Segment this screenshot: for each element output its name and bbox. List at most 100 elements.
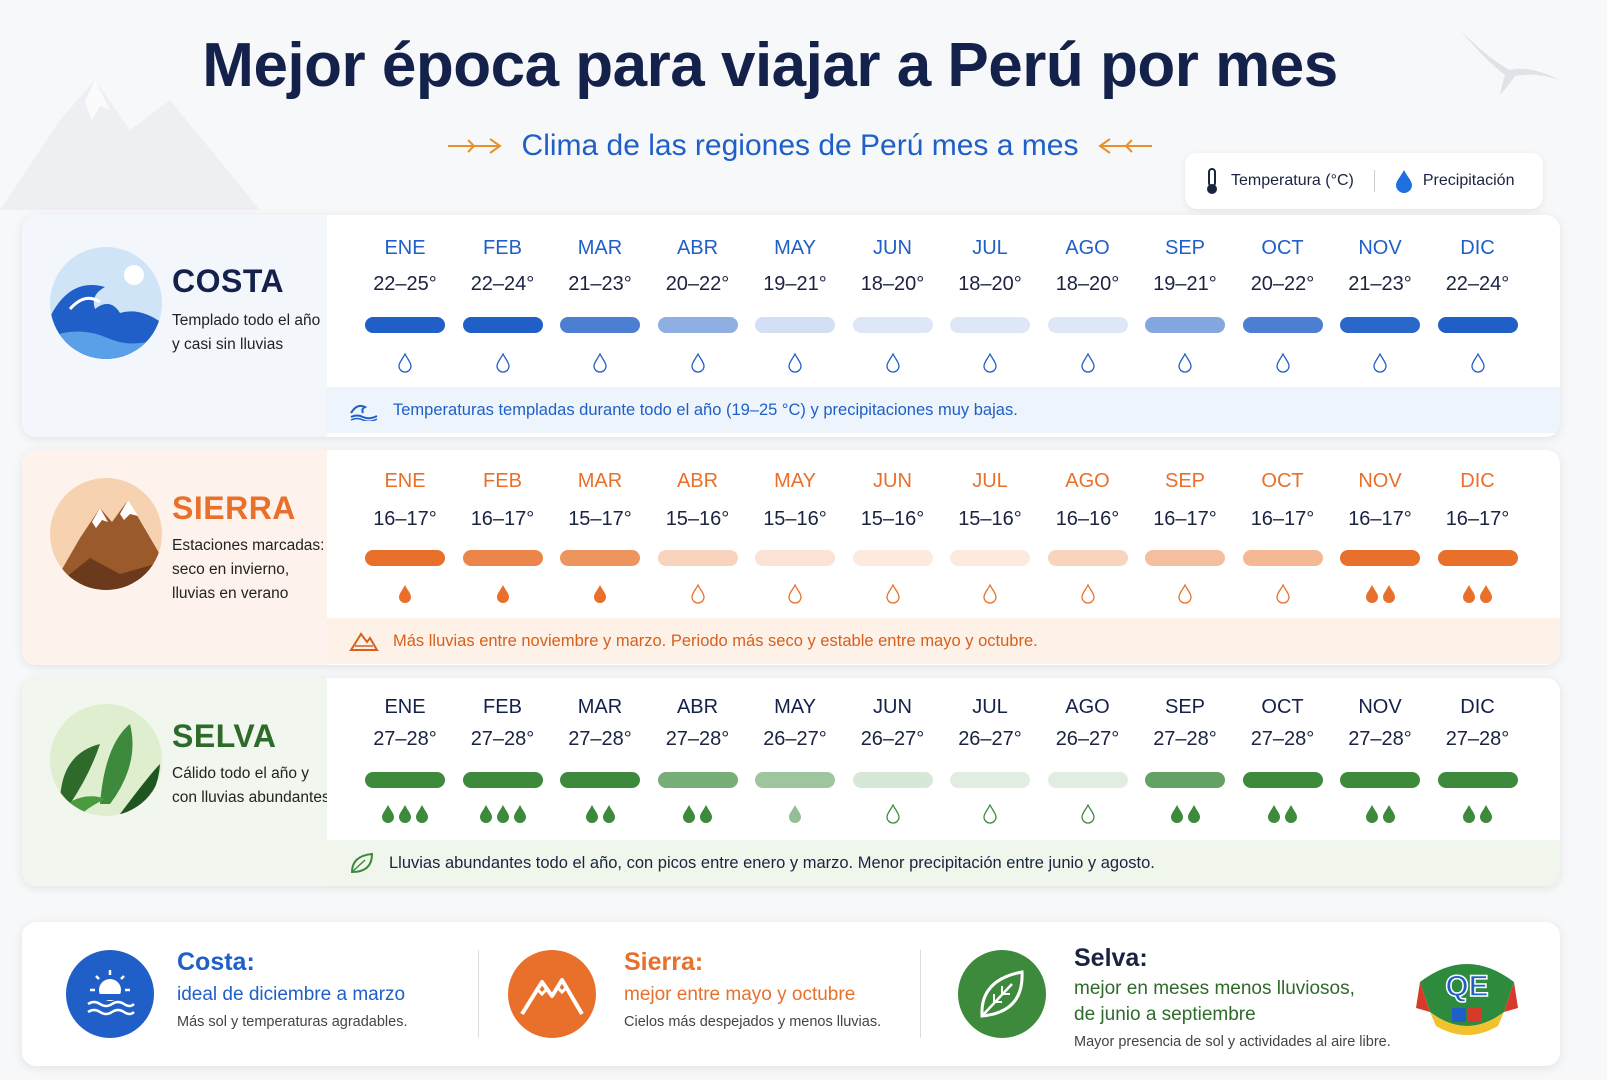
month-name: SEP [1164, 696, 1206, 718]
month-temperature: 27–28° [1153, 728, 1217, 750]
drop-icon [1178, 353, 1192, 373]
temperature-bar [365, 317, 445, 333]
precipitation-drops [843, 804, 943, 824]
month-temperature: 16–17° [1153, 508, 1217, 530]
temperature-bar [1242, 772, 1323, 788]
month-column: FEB 16–17° [453, 450, 553, 630]
month-name: ENE [384, 696, 426, 718]
temperature-bar [852, 317, 933, 333]
summary-main: mejor entre mayo y octubre [624, 984, 856, 1005]
month-name: MAR [577, 470, 623, 492]
region-name: SELVA [172, 718, 277, 754]
summary-title: Costa: [177, 948, 255, 976]
month-column: DIC 27–28° [1428, 678, 1528, 858]
month-column: MAY 19–21° [745, 215, 845, 395]
temperature-bar [1340, 772, 1420, 788]
month-column: ENE 22–25° [355, 215, 455, 395]
temperature-bar [1242, 550, 1323, 566]
drop-icon [1187, 805, 1200, 823]
drop-icon [1285, 805, 1297, 823]
drop-icon [885, 584, 900, 604]
month-name: DIC [1460, 470, 1495, 492]
month-name: JUN [873, 470, 912, 492]
drop-icon [496, 805, 509, 823]
month-temperature: 21–23° [568, 273, 632, 295]
leaf-icon [958, 950, 1046, 1038]
month-temperature: 18–20° [1055, 273, 1120, 295]
temperature-bar [1242, 317, 1323, 333]
precipitation-drops [648, 804, 748, 824]
drop-icon [1480, 585, 1492, 603]
summary-title: Selva: [1074, 944, 1148, 972]
month-name: ABR [676, 470, 719, 492]
month-temperature: 15–16° [763, 508, 827, 530]
drop-icon [885, 804, 900, 824]
drop-icon [683, 805, 695, 823]
month-temperature: 27–28° [470, 728, 535, 750]
temperature-bar [657, 317, 738, 333]
month-name: MAY [774, 237, 816, 259]
temperature-bar [1047, 317, 1128, 333]
drop-icon [593, 353, 607, 373]
drop-icon [690, 584, 705, 604]
temperature-bar [950, 550, 1030, 566]
temperature-bar [462, 550, 543, 566]
summary-main-line2: de junio a septiembre [1074, 1004, 1256, 1025]
summary-divider [920, 950, 921, 1038]
temperature-bar [657, 550, 738, 566]
sun-wave-icon [66, 950, 154, 1038]
month-name: NOV [1358, 237, 1402, 259]
temperature-bar [1437, 772, 1518, 788]
month-column: OCT 16–17° [1233, 450, 1333, 630]
month-column: SEP 19–21° [1135, 215, 1235, 395]
month-temperature: 16–17° [373, 508, 437, 530]
mountain-icon [50, 478, 162, 590]
month-name: MAY [774, 470, 816, 492]
month-temperature: 26–27° [1055, 728, 1120, 750]
temperature-bar [1437, 317, 1518, 333]
precipitation-drops [940, 353, 1040, 373]
month-grid-selva: ENE 27–28° FEB 27–28° MAR 27–28° ABR 27–28° MAY 2… [327, 678, 1560, 858]
drop-icon [479, 805, 492, 823]
precipitation-drops [1330, 584, 1430, 604]
region-description: Templado todo el año y casi sin lluvias [172, 312, 321, 353]
region-note-selva: Lluvias abundantes todo el año, con pico… [327, 840, 1560, 886]
month-temperature: 18–20° [958, 273, 1022, 295]
summary-divider [478, 950, 479, 1038]
temperature-bar [365, 550, 445, 566]
month-column: MAY 26–27° [745, 678, 845, 858]
temperature-bar [755, 317, 835, 333]
summary-sierra: Sierra: mejor entre mayo y octubre Cielo… [492, 922, 912, 1066]
drop-icon [495, 353, 510, 373]
summary-main: ideal de diciembre a marzo [177, 984, 406, 1005]
temperature-bar [1047, 550, 1128, 566]
month-name: JUN [873, 696, 912, 718]
drop-icon [382, 805, 394, 823]
drop-icon [1080, 584, 1095, 604]
temperature-bar [950, 772, 1030, 788]
month-column: AGO 26–27° [1038, 678, 1138, 858]
month-column: DIC 22–24° [1428, 215, 1528, 395]
month-column: ENE 16–17° [355, 450, 455, 630]
temperature-bar [365, 772, 445, 788]
precipitation-drops [1428, 353, 1528, 373]
page-title: Mejor época para viajar a Perú por mes [202, 31, 1338, 100]
temperature-bar [1145, 772, 1225, 788]
legend-divider [1373, 170, 1375, 192]
leaf-note-icon [350, 852, 374, 874]
month-column: JUN 15–16° [843, 450, 943, 630]
month-name: OCT [1261, 237, 1304, 259]
precipitation-drops [355, 584, 455, 604]
month-name: JUN [873, 237, 912, 259]
wave-note-icon [350, 404, 378, 421]
month-column: AGO 16–16° [1038, 450, 1138, 630]
precipitation-drops [453, 353, 553, 373]
month-column: MAR 27–28° [550, 678, 650, 858]
precipitation-drops [843, 353, 943, 373]
month-temperature: 22–24° [1445, 273, 1510, 295]
month-name: ENE [384, 237, 426, 259]
region-header-costa: COSTA Templado todo el año y casi sin ll… [22, 215, 327, 437]
drop-icon [496, 585, 509, 603]
precipitation-drops [1038, 804, 1138, 824]
precipitation-drops [648, 584, 748, 604]
